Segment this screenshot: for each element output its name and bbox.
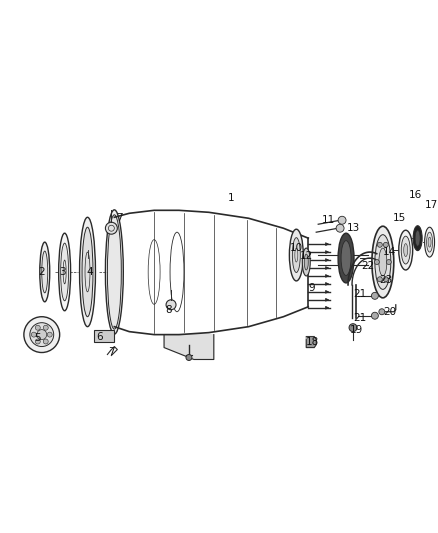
- Ellipse shape: [60, 243, 69, 301]
- Text: 7: 7: [108, 346, 115, 357]
- Text: 21: 21: [353, 289, 367, 299]
- Ellipse shape: [80, 217, 95, 327]
- Text: 7: 7: [116, 213, 123, 223]
- Circle shape: [47, 332, 52, 337]
- Circle shape: [378, 277, 382, 282]
- Ellipse shape: [341, 240, 351, 276]
- Text: 16: 16: [409, 190, 422, 200]
- Ellipse shape: [82, 227, 93, 317]
- Ellipse shape: [375, 235, 391, 289]
- Circle shape: [386, 260, 391, 264]
- Text: 10: 10: [290, 243, 303, 253]
- Text: 4: 4: [86, 267, 93, 277]
- Ellipse shape: [401, 236, 410, 264]
- Text: 23: 23: [379, 275, 392, 285]
- Text: 9: 9: [308, 283, 314, 293]
- Circle shape: [35, 325, 40, 330]
- Ellipse shape: [424, 227, 434, 257]
- Text: 6: 6: [96, 332, 103, 342]
- Ellipse shape: [59, 233, 71, 311]
- Text: 3: 3: [59, 267, 66, 277]
- Circle shape: [166, 300, 176, 310]
- Circle shape: [32, 332, 36, 337]
- Ellipse shape: [42, 251, 48, 293]
- Circle shape: [379, 309, 385, 314]
- Circle shape: [349, 324, 357, 332]
- Ellipse shape: [415, 230, 420, 246]
- Text: 14: 14: [383, 247, 396, 257]
- Circle shape: [336, 224, 344, 232]
- Circle shape: [371, 312, 378, 319]
- Text: 12: 12: [300, 251, 313, 261]
- Ellipse shape: [338, 233, 354, 283]
- Text: 1: 1: [227, 193, 234, 204]
- Text: 19: 19: [350, 325, 363, 335]
- Ellipse shape: [427, 232, 433, 252]
- Bar: [95, 329, 114, 342]
- Ellipse shape: [428, 237, 431, 247]
- Text: 2: 2: [39, 267, 45, 277]
- Text: 18: 18: [306, 336, 319, 346]
- Ellipse shape: [107, 215, 121, 329]
- Text: 17: 17: [425, 200, 438, 211]
- Ellipse shape: [302, 248, 310, 276]
- Circle shape: [378, 243, 382, 247]
- Ellipse shape: [106, 210, 124, 334]
- Circle shape: [37, 329, 47, 340]
- Circle shape: [371, 293, 378, 300]
- Polygon shape: [164, 335, 214, 359]
- Circle shape: [383, 243, 389, 247]
- Ellipse shape: [404, 244, 408, 256]
- Polygon shape: [306, 337, 316, 348]
- Text: 13: 13: [346, 223, 360, 233]
- Circle shape: [43, 339, 48, 344]
- Ellipse shape: [413, 226, 422, 251]
- Circle shape: [338, 216, 346, 224]
- Ellipse shape: [304, 254, 308, 270]
- Text: 20: 20: [383, 307, 396, 317]
- Circle shape: [186, 354, 192, 360]
- Ellipse shape: [379, 248, 387, 276]
- Text: 5: 5: [35, 333, 41, 343]
- Circle shape: [35, 339, 40, 344]
- Circle shape: [24, 317, 60, 352]
- Ellipse shape: [372, 226, 394, 298]
- Circle shape: [374, 260, 379, 264]
- Ellipse shape: [40, 242, 50, 302]
- Circle shape: [43, 325, 48, 330]
- Ellipse shape: [399, 230, 413, 270]
- Text: 21: 21: [353, 313, 367, 322]
- Circle shape: [106, 222, 117, 234]
- Text: 11: 11: [321, 215, 335, 225]
- Circle shape: [383, 277, 389, 282]
- Ellipse shape: [292, 238, 300, 272]
- Text: 15: 15: [393, 213, 406, 223]
- Circle shape: [30, 322, 54, 346]
- Text: 8: 8: [166, 305, 173, 315]
- Text: 22: 22: [361, 261, 374, 271]
- Ellipse shape: [290, 229, 303, 281]
